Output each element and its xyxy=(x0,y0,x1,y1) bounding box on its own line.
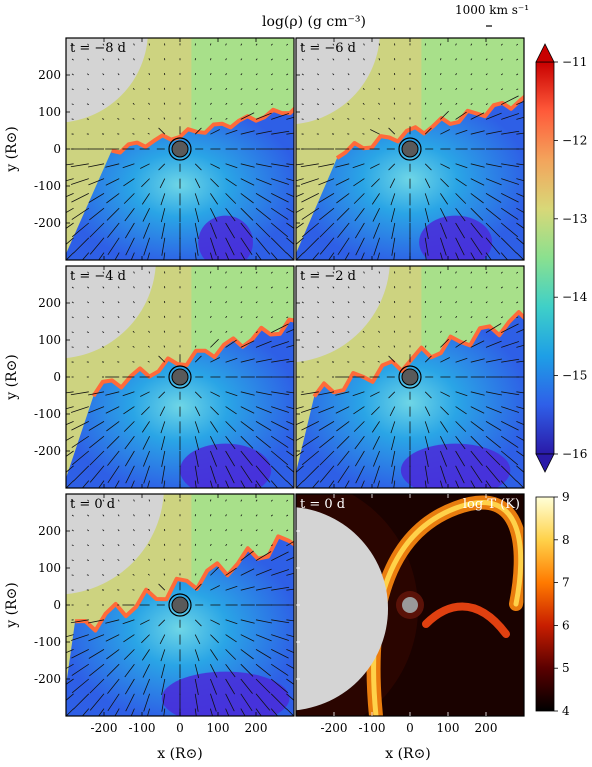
velocity-arrow xyxy=(379,271,380,273)
y-tick-label: 0 xyxy=(53,370,61,384)
x-tick-label: -200 xyxy=(91,721,118,735)
density-colorbar-tick-label: −12 xyxy=(562,133,587,147)
y-tick-label: 200 xyxy=(38,524,61,538)
temperature-colorbar-tick-label: 8 xyxy=(562,533,570,547)
x-tick-label: 0 xyxy=(176,721,184,735)
velocity-arrow xyxy=(302,119,304,120)
y-tick-label: -200 xyxy=(34,216,61,230)
x-tick-label: 200 xyxy=(475,721,498,735)
x-tick-label: 200 xyxy=(245,721,268,735)
y-axis-label: y (R⊙) xyxy=(4,354,20,401)
x-tick-label: 100 xyxy=(437,721,460,735)
central-star xyxy=(402,141,418,157)
temperature-colorbar xyxy=(536,497,554,711)
panel-time-label: t = 0 d xyxy=(70,497,115,512)
density-colorbar xyxy=(536,62,554,454)
density-colorbar-top-arrow xyxy=(536,44,554,62)
panel-time-label: t = −6 d xyxy=(300,41,356,56)
velocity-arrow xyxy=(72,119,74,120)
velocity-arrow xyxy=(72,575,74,576)
central-star xyxy=(172,369,188,385)
x-tick-label: 0 xyxy=(406,721,414,735)
temperature-panel-label: log T (K) xyxy=(463,497,520,512)
y-axis-label: y (R⊙) xyxy=(4,582,20,629)
temperature-colorbar-tick-label: 4 xyxy=(562,704,570,718)
y-tick-label: -200 xyxy=(34,672,61,686)
y-tick-label: -100 xyxy=(34,635,61,649)
panel-1: t = −8 d xyxy=(0,0,306,273)
y-tick-label: -100 xyxy=(34,407,61,421)
temperature-colorbar-tick-label: 9 xyxy=(562,490,570,504)
central-star xyxy=(402,369,418,385)
central-star xyxy=(172,141,188,157)
density-colorbar-tick-label: −13 xyxy=(562,212,587,226)
panel-grid: t = −8 d t = −6 d t = −4 d t = −2 d t = 0 d l… xyxy=(0,0,536,741)
x-tick-label: -100 xyxy=(129,721,156,735)
velocity-key-label: 1000 km s⁻¹ xyxy=(455,3,529,17)
y-tick-label: 100 xyxy=(38,105,61,119)
y-tick-label: -200 xyxy=(34,444,61,458)
density-colorbar-tick-label: −14 xyxy=(562,290,588,304)
temperature-colorbar-tick-label: 5 xyxy=(562,661,570,675)
y-tick-label: 0 xyxy=(53,142,61,156)
velocity-arrow xyxy=(302,347,304,348)
density-colorbar-title: log(ρ) (g cm⁻³) xyxy=(262,14,366,30)
central-star xyxy=(172,597,188,613)
velocity-arrow xyxy=(149,43,150,45)
panel-time-label: t = −8 d xyxy=(70,41,126,56)
y-tick-label: -100 xyxy=(34,179,61,193)
x-axis-label-right: x (R⊙) xyxy=(385,746,431,762)
colorbars: −11 −12 −13 −14 −15 −16 9 8 7 6 5 4 xyxy=(536,44,588,718)
density-colorbar-tick-label: −16 xyxy=(562,447,587,461)
density-colorbar-bottom-arrow xyxy=(536,454,554,472)
y-tick-label: 0 xyxy=(53,598,61,612)
x-tick-label: 100 xyxy=(207,721,230,735)
velocity-arrow xyxy=(210,271,211,273)
panel-time-label: t = −2 d xyxy=(300,269,356,284)
velocity-arrow xyxy=(72,347,74,348)
y-tick-label: 100 xyxy=(38,561,61,575)
velocity-arrow xyxy=(379,43,380,45)
panel-time-label: t = 0 d xyxy=(300,497,345,512)
temperature-colorbar-tick-label: 7 xyxy=(562,576,570,590)
x-tick-label: -100 xyxy=(359,721,386,735)
central-star xyxy=(402,597,418,613)
velocity-arrow xyxy=(440,271,441,273)
velocity-arrow xyxy=(149,499,150,501)
velocity-arrow xyxy=(210,43,211,45)
velocity-arrow xyxy=(210,499,211,501)
y-axis-label: y (R⊙) xyxy=(4,126,20,173)
temperature-colorbar-tick-label: 6 xyxy=(562,618,570,632)
x-tick-label: -200 xyxy=(321,721,348,735)
velocity-arrow xyxy=(149,271,150,273)
y-tick-label: 100 xyxy=(38,333,61,347)
panel-time-label: t = −4 d xyxy=(70,269,126,284)
density-colorbar-tick-label: −15 xyxy=(562,369,587,383)
x-axis-label-left: x (R⊙) xyxy=(157,746,203,762)
y-tick-label: 200 xyxy=(38,68,61,82)
velocity-arrow xyxy=(440,43,441,45)
y-tick-label: 200 xyxy=(38,296,61,310)
density-colorbar-tick-label: −11 xyxy=(562,55,587,69)
